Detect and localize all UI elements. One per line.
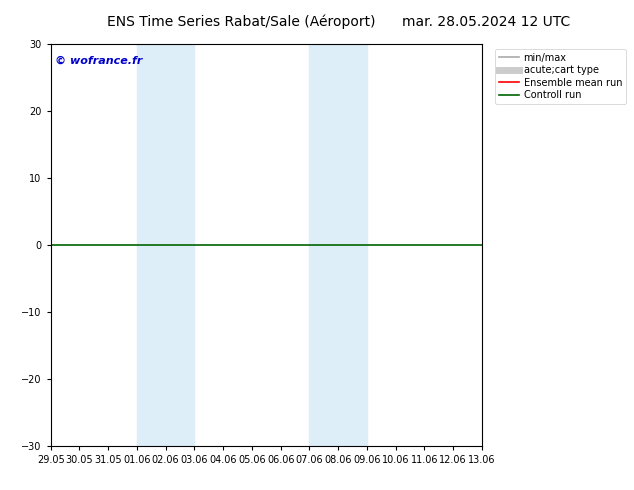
- Bar: [137, 44, 195, 446]
- Bar: [309, 44, 367, 446]
- Text: mar. 28.05.2024 12 UTC: mar. 28.05.2024 12 UTC: [403, 15, 571, 29]
- Text: ENS Time Series Rabat/Sale (Aéroport): ENS Time Series Rabat/Sale (Aéroport): [107, 15, 375, 29]
- Text: © wofrance.fr: © wofrance.fr: [55, 56, 143, 66]
- Legend: min/max, acute;cart type, Ensemble mean run, Controll run: min/max, acute;cart type, Ensemble mean …: [495, 49, 626, 104]
